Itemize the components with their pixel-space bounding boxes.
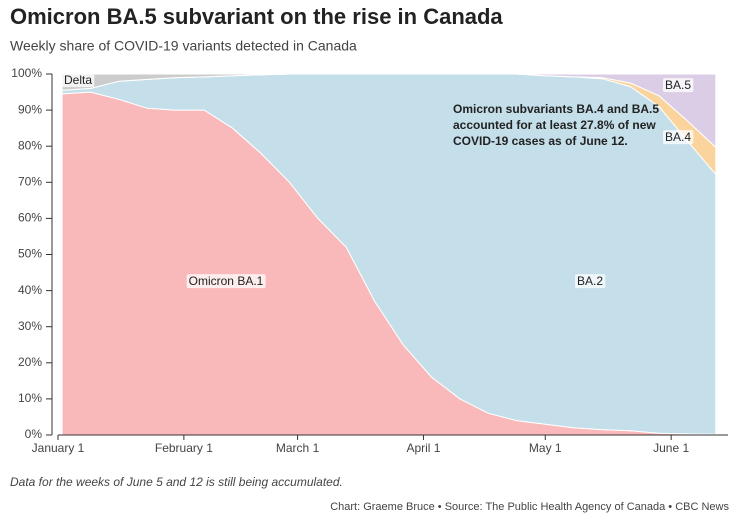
- x-tick-label: June 1: [653, 441, 689, 455]
- y-tick-label: 10%: [18, 391, 42, 405]
- label-bg: [574, 274, 606, 289]
- area: [61, 73, 716, 91]
- annotation: COVID-19 cases as of June 12.: [453, 134, 628, 148]
- label-bg: [61, 73, 95, 88]
- series-label: BA.4: [665, 130, 691, 144]
- annotation: accounted for at least 27.8% of new: [453, 118, 656, 132]
- y-tick-label: 50%: [18, 247, 42, 261]
- y-tick-label: 90%: [18, 102, 42, 116]
- series-label: Delta: [64, 73, 92, 87]
- series-label: Omicron BA.1: [189, 274, 264, 288]
- y-tick-label: 100%: [11, 66, 42, 80]
- y-tick-label: 40%: [18, 283, 42, 297]
- note: Data for the weeks of June 5 and 12 is s…: [10, 475, 343, 489]
- y-tick-label: 30%: [18, 319, 42, 333]
- chart-title: Omicron BA.5 subvariant on the rise in C…: [10, 4, 503, 29]
- x-tick-label: May 1: [529, 441, 562, 455]
- y-tick-label: 70%: [18, 174, 42, 188]
- source: Chart: Graeme Bruce • Source: The Public…: [330, 501, 729, 513]
- chart-subtitle: Weekly share of COVID-19 variants detect…: [10, 38, 357, 54]
- label-bg: [186, 274, 266, 289]
- series-label: BA.5: [665, 78, 691, 92]
- x-tick-label: February 1: [155, 441, 213, 455]
- x-tick-label: March 1: [276, 441, 320, 455]
- y-tick-label: 20%: [18, 355, 42, 369]
- y-tick-label: 60%: [18, 211, 42, 225]
- x-tick-label: April 1: [406, 441, 440, 455]
- label-bg: [662, 130, 694, 145]
- x-tick-label: January 1: [32, 441, 85, 455]
- y-tick-label: 80%: [18, 138, 42, 152]
- annotation: Omicron subvariants BA.4 and BA.5: [453, 102, 659, 116]
- label-bg: [662, 78, 694, 93]
- series-label: BA.2: [577, 274, 603, 288]
- y-tick-label: 0%: [25, 427, 43, 441]
